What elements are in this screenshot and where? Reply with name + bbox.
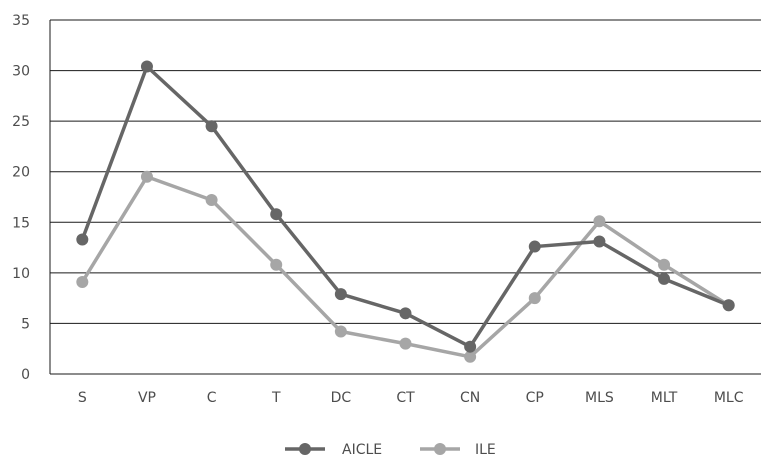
series-line: [80, 175, 730, 359]
x-tick-label: MLT: [651, 390, 678, 406]
data-point: [76, 233, 89, 246]
y-tick-label: 35: [12, 13, 30, 29]
series-ile: [76, 170, 735, 363]
legend: AICLE ILE: [285, 442, 496, 456]
data-point: [399, 337, 412, 350]
data-point: [464, 340, 477, 353]
data-point: [593, 215, 606, 228]
series-aicle: [76, 60, 735, 353]
data-point: [528, 240, 541, 253]
grid-lines: [50, 19, 761, 324]
x-tick-label: VP: [138, 390, 156, 406]
x-tick-label: S: [78, 390, 87, 406]
data-point: [658, 272, 671, 285]
legend-marker: [299, 443, 311, 455]
x-tick-label: CP: [526, 390, 544, 406]
y-tick-labels: 0 5 10 15 20 25 30 35: [12, 13, 30, 383]
x-tick-label: CN: [460, 390, 480, 406]
data-point: [399, 307, 412, 320]
y-tick-label: 5: [21, 316, 30, 332]
data-point: [140, 170, 153, 183]
x-tick-label: CT: [396, 390, 415, 406]
y-tick-label: 25: [12, 114, 30, 130]
data-point: [270, 208, 283, 221]
data-point: [658, 258, 671, 271]
data-point: [528, 292, 541, 305]
data-point: [205, 194, 218, 207]
data-point: [722, 299, 735, 312]
y-tick-label: 10: [12, 266, 30, 282]
x-tick-label: C: [207, 390, 217, 406]
legend-label: ILE: [475, 442, 496, 456]
series-line: [80, 64, 730, 349]
data-point: [334, 325, 347, 338]
legend-marker: [434, 443, 446, 455]
legend-item-aicle: AICLE: [285, 442, 382, 456]
y-tick-label: 20: [12, 165, 30, 181]
x-tick-label: MLS: [585, 390, 614, 406]
x-tick-labels: S VP C T DC CT CN CP MLS MLT MLC: [78, 390, 744, 406]
data-point: [140, 60, 153, 73]
y-tick-label: 15: [12, 215, 30, 231]
data-point: [334, 288, 347, 301]
data-point: [270, 258, 283, 271]
data-point: [464, 350, 477, 363]
y-tick-label: 30: [12, 64, 30, 80]
series: [76, 60, 735, 363]
legend-item-ile: ILE: [420, 442, 496, 456]
y-tick-label: 0: [21, 367, 30, 383]
data-point: [76, 275, 89, 288]
x-tick-label: MLC: [714, 390, 744, 406]
axes: [49, 20, 761, 375]
x-tick-label: T: [271, 390, 281, 406]
legend-label: AICLE: [342, 442, 382, 456]
data-point: [593, 235, 606, 248]
data-point: [205, 120, 218, 133]
x-tick-label: DC: [331, 390, 352, 406]
